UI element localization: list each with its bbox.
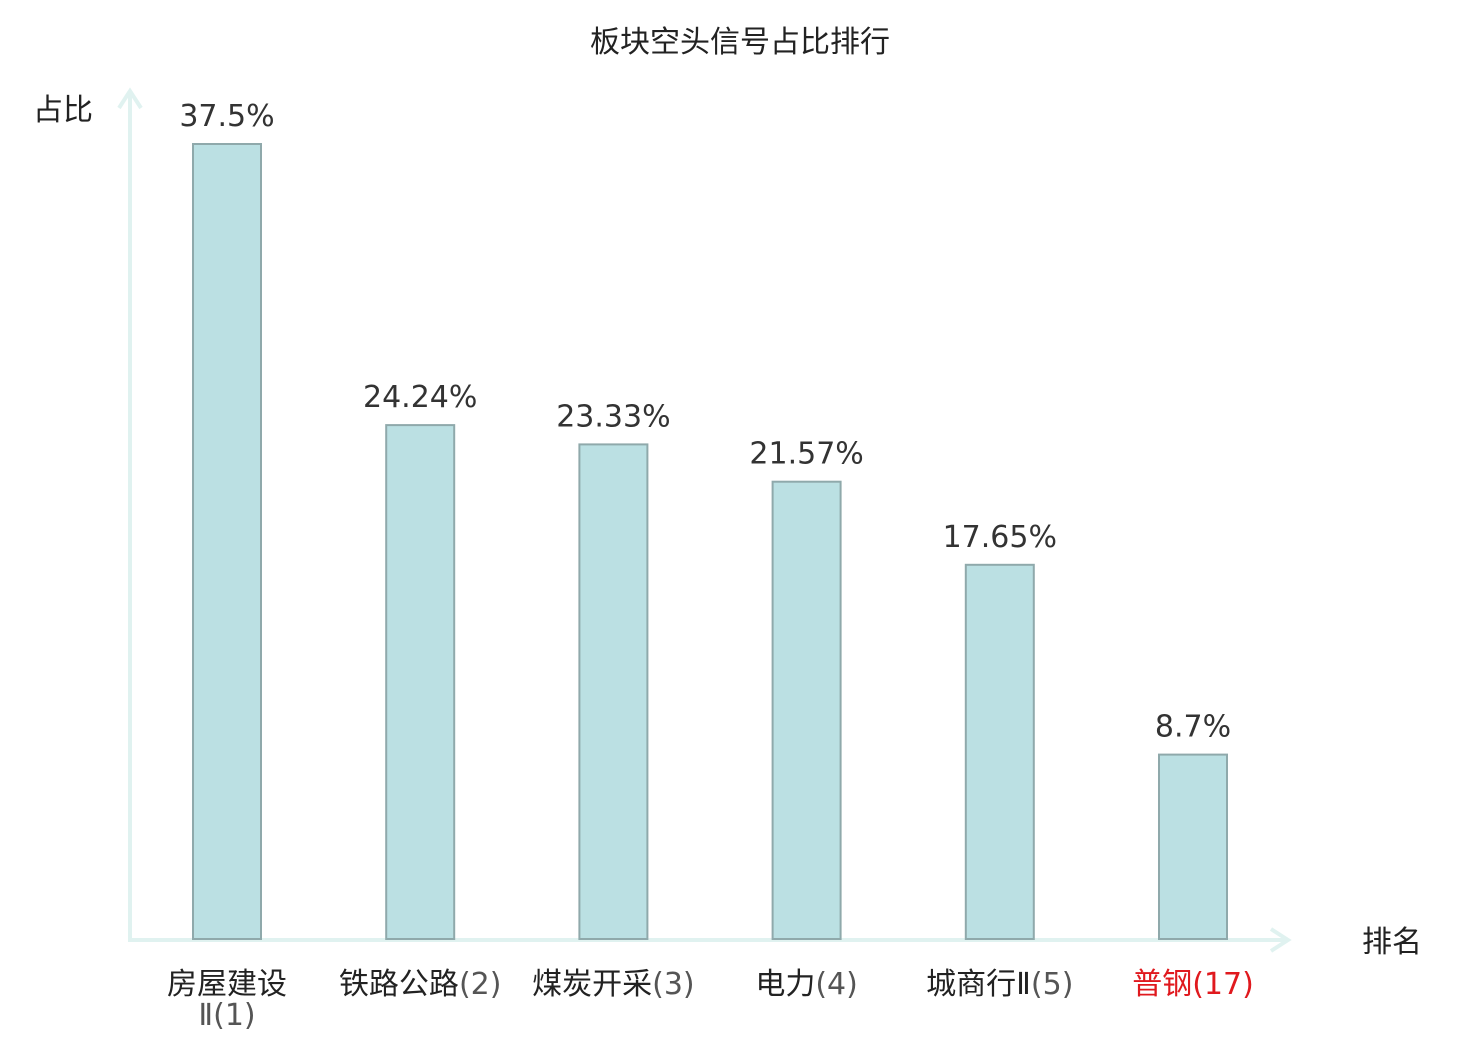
value-label-3: 23.33% [556, 399, 670, 434]
bar-6 [1158, 753, 1228, 940]
category-labels-group: 房屋建设 Ⅱ(1) 铁路公路(2) 煤炭开采(3) 电力(4) 城商行Ⅱ(5) 普钢(17) [167, 967, 1254, 1033]
bar-4 [771, 480, 842, 940]
category-label-4: 电力(4) [755, 967, 858, 1002]
category-label-5: 城商行Ⅱ(5) [926, 967, 1073, 1002]
value-labels-group: 37.5% 24.24% 23.33% 21.57% 17.65% 8.7% [179, 99, 1231, 745]
y-axis [117, 87, 143, 940]
bar-3 [578, 443, 649, 940]
bars-group [192, 143, 1228, 941]
category-label-6: 普钢(17) [1132, 967, 1254, 1002]
chart-title: 板块空头信号占比排行 [590, 25, 890, 60]
bar-1 [192, 143, 262, 940]
value-label-4: 21.57% [749, 437, 863, 472]
bar-2 [385, 424, 456, 941]
y-axis-label: 占比 [33, 93, 93, 128]
category-label-2: 铁路公路(2) [339, 967, 502, 1002]
value-label-2: 24.24% [363, 380, 477, 415]
category-label-1: 房屋建设 Ⅱ(1) [167, 967, 287, 1033]
bar-5 [964, 563, 1035, 940]
value-label-5: 17.65% [943, 520, 1057, 555]
category-label-3: 煤炭开采(3) [532, 967, 695, 1002]
value-label-1: 37.5% [179, 99, 274, 134]
x-axis-label: 排名 [1362, 925, 1422, 960]
x-axis [128, 927, 1292, 953]
value-label-6: 8.7% [1155, 710, 1231, 745]
